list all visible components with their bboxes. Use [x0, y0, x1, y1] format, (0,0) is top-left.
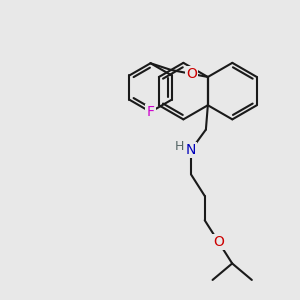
Text: O: O [213, 235, 224, 249]
Text: H: H [175, 140, 184, 153]
Text: N: N [186, 143, 196, 157]
Text: O: O [186, 67, 197, 81]
Text: F: F [146, 105, 154, 119]
